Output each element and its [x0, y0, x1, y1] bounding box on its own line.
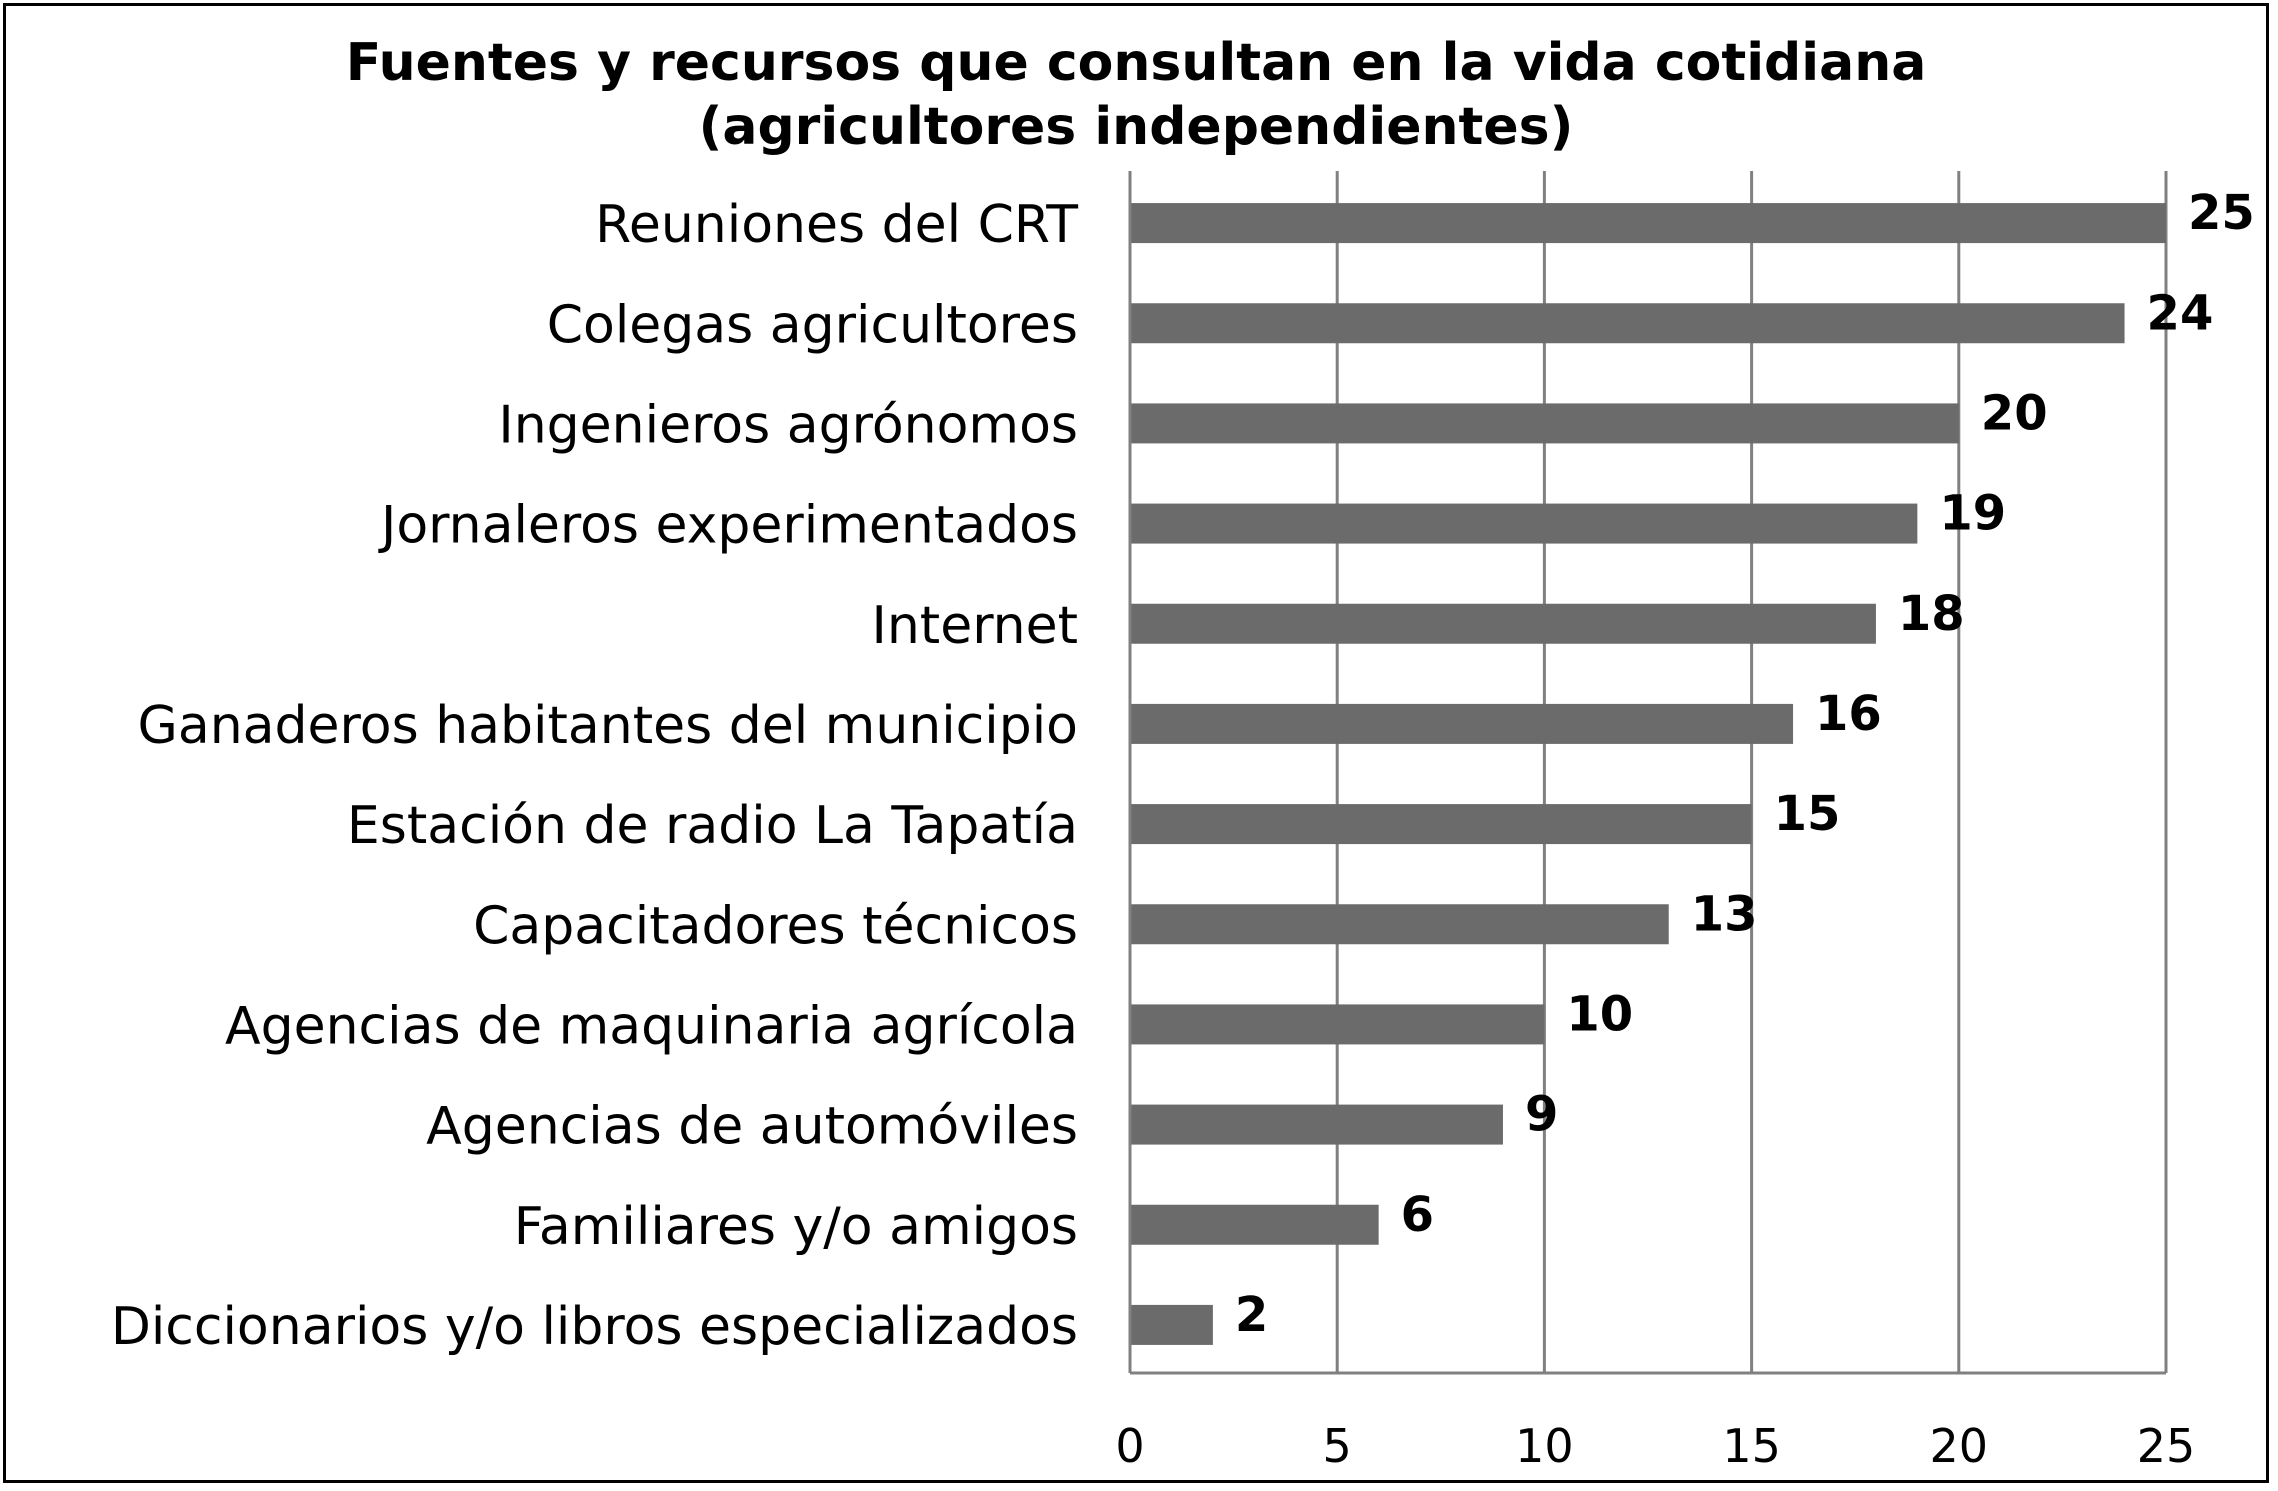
- chart-svg: Fuentes y recursos que consultan en la v…: [111, 33, 2255, 1473]
- x-tick-label: 5: [1323, 1419, 1352, 1473]
- data-label: 19: [1939, 486, 2006, 542]
- bar: [1130, 703, 1794, 744]
- category-label: Jornaleros experimentados: [378, 496, 1078, 556]
- category-label: Colegas agricultores: [547, 295, 1078, 355]
- data-label: 15: [1774, 786, 1841, 842]
- bar: [1130, 1004, 1545, 1045]
- category-label: Ingenieros agrónomos: [498, 395, 1078, 455]
- bar: [1130, 603, 1876, 644]
- data-label: 20: [1981, 385, 2048, 441]
- x-tick-label: 20: [1930, 1419, 1989, 1473]
- category-label: Agencias de maquinaria agrícola: [225, 996, 1078, 1056]
- chart-title-line-1: Fuentes y recursos que consultan en la v…: [346, 33, 1927, 93]
- data-label: 24: [2147, 285, 2214, 341]
- data-label: 13: [1691, 886, 1758, 942]
- bar: [1130, 804, 1752, 845]
- bar: [1130, 1304, 1213, 1345]
- bar: [1130, 503, 1918, 544]
- bar: [1130, 303, 2125, 344]
- bar: [1130, 1204, 1379, 1245]
- category-label: Capacitadores técnicos: [473, 896, 1078, 956]
- bars: [1130, 203, 2166, 1345]
- bar: [1130, 203, 2166, 244]
- bar: [1130, 904, 1669, 945]
- chart-frame: Fuentes y recursos que consultan en la v…: [3, 3, 2269, 1483]
- category-label: Ganaderos habitantes del municipio: [138, 696, 1078, 756]
- data-label: 25: [2188, 185, 2255, 241]
- category-label: Estación de radio La Tapatía: [347, 796, 1078, 856]
- data-label: 18: [1898, 586, 1965, 642]
- axes: [1128, 171, 2166, 1375]
- grid-lines: [1335, 171, 2168, 1373]
- category-label: Internet: [872, 596, 1078, 656]
- data-label: 6: [1401, 1187, 1434, 1243]
- data-label: 10: [1566, 986, 1633, 1042]
- data-label: 9: [1525, 1087, 1558, 1143]
- data-label: 2: [1235, 1287, 1268, 1343]
- data-label: 16: [1815, 686, 1882, 742]
- x-tick-label: 10: [1515, 1419, 1574, 1473]
- x-tick-label: 15: [1722, 1419, 1781, 1473]
- category-label: Diccionarios y/o libros especializados: [111, 1297, 1078, 1357]
- x-tick-label: 25: [2137, 1419, 2196, 1473]
- chart-title-line-2: (agricultores independientes): [699, 97, 1574, 157]
- category-label: Agencias de automóviles: [426, 1097, 1078, 1157]
- bar: [1130, 403, 1959, 444]
- labels: 0 5 10 15 20 25 Reuniones del CRT 25 Colegas agr…: [111, 185, 2255, 1473]
- x-tick-label: 0: [1115, 1419, 1144, 1473]
- category-label: Familiares y/o amigos: [514, 1197, 1078, 1257]
- bar: [1130, 1104, 1503, 1145]
- category-label: Reuniones del CRT: [595, 195, 1078, 255]
